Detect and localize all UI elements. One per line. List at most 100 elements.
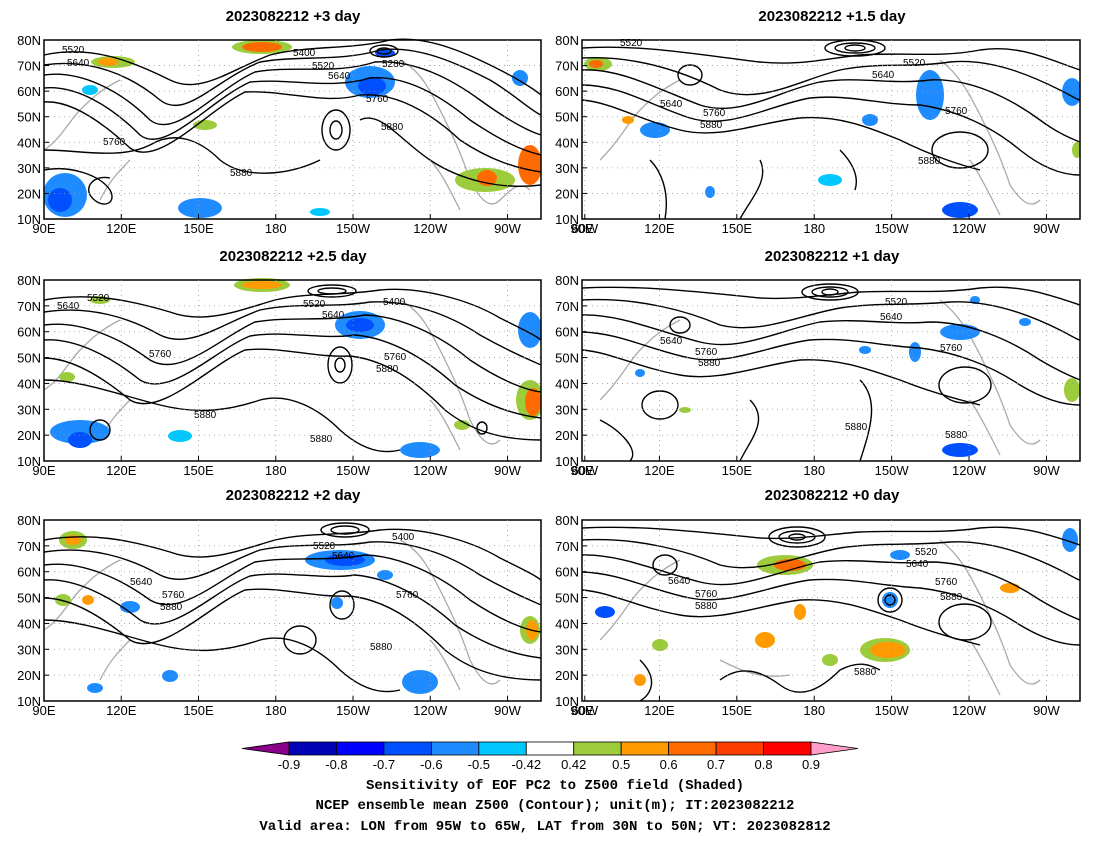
contour-label: 5640 (660, 336, 683, 347)
contour-label: 5400 (392, 532, 415, 543)
colorbar-swatch (620, 741, 670, 756)
colorbar-label: 0.9 (802, 757, 820, 772)
lon-tick-label: 120W (413, 463, 448, 478)
colorbar-label: -0.9 (278, 757, 300, 772)
lon-tick-label: 120W (413, 703, 448, 718)
lat-tick-label: 70N (555, 59, 579, 74)
lat-tick-label: 60N (555, 565, 579, 580)
colorbar-label: -0.8 (325, 757, 347, 772)
panel-plus1-5-day: 2023082212 +1.5 day (581, 8, 1081, 220)
contour-label: 5760 (162, 590, 185, 601)
lon-tick-label: 120W (952, 221, 987, 236)
contour-label: 5880 (854, 667, 877, 678)
contour-label: 5760 (935, 577, 958, 588)
colorbar-label: -0.7 (373, 757, 395, 772)
panel-title: 2023082212 +1 day (765, 248, 900, 265)
lat-tick-label: 50N (17, 110, 41, 125)
contour-label: 5760 (695, 347, 718, 358)
lon-tick-label: 120E (106, 703, 137, 718)
contour-label: 5400 (293, 48, 316, 59)
lat-tick-label: 50N (17, 351, 41, 366)
contour-label: 5640 (328, 71, 351, 82)
caption-line-3: Valid area: LON from 95W to 65W, LAT fro… (259, 819, 830, 835)
contour-label: 5880 (194, 410, 217, 421)
lon-tick-label: 150E (722, 463, 753, 478)
colorbar-swatch (763, 741, 812, 756)
contour-label: 5520 (87, 293, 110, 304)
lat-tick-label: 80N (555, 33, 579, 48)
lat-tick-label: 30N (17, 161, 41, 176)
lon-tick-label: 90W (1033, 703, 1060, 718)
lat-tick-label: 10N (555, 212, 579, 227)
contour-label: 5520 (620, 38, 643, 49)
contour-label: 5520 (62, 45, 85, 56)
panel-plus0-day: 2023082212 +0 day (581, 487, 1081, 702)
contour-label: 5520 (312, 61, 335, 72)
lon-tick-label: 90W (494, 221, 521, 236)
lon-tick-label: 180 (803, 703, 825, 718)
lat-tick-label: 10N (17, 454, 41, 469)
lat-tick-label: 30N (17, 642, 41, 657)
lat-tick-label: 40N (555, 376, 579, 391)
lon-tick-label: 180 (803, 221, 825, 236)
contour-label: 5880 (370, 642, 393, 653)
lat-tick-label: 20N (17, 186, 41, 201)
lon-tick-label: 90E (32, 221, 55, 236)
lat-tick-label: 60N (555, 325, 579, 340)
lat-tick-label: 50N (555, 351, 579, 366)
lon-tick-label: 120W (952, 703, 987, 718)
lon-tick-label: 120W (413, 221, 448, 236)
lon-tick-label: 150E (183, 221, 214, 236)
lon-tick-label: 90E (570, 703, 593, 718)
panel-plus2-day: 2023082212 +2 day (43, 487, 542, 702)
contour-label: 5640 (57, 301, 80, 312)
colorbar-label: -0.6 (420, 757, 442, 772)
lat-tick-label: 60N (17, 565, 41, 580)
contour-label: 5760 (695, 589, 718, 600)
lon-tick-label: 150E (183, 463, 214, 478)
contour-label: 5640 (67, 58, 90, 69)
lon-tick-label: 120W (952, 463, 987, 478)
lon-tick-label: 150W (336, 463, 371, 478)
lat-tick-label: 40N (17, 135, 41, 150)
contour-label: 5880 (698, 358, 721, 369)
colorbar-swatch (383, 741, 432, 756)
contour-label: 5640 (880, 312, 903, 323)
contour-label: 5760 (149, 349, 172, 360)
map-frame (581, 279, 1081, 462)
colorbar-label: 0.7 (707, 757, 725, 772)
panel-title: 2023082212 +2.5 day (219, 248, 367, 265)
contour-label: 5520 (313, 541, 336, 552)
lon-tick-label: 150W (336, 221, 371, 236)
lon-tick-label: 120E (644, 463, 675, 478)
contour-label: 5640 (332, 551, 355, 562)
lat-tick-label: 70N (17, 299, 41, 314)
lon-tick-label: 150W (875, 221, 910, 236)
contour-label: 5880 (230, 168, 253, 179)
lon-tick-label: 120E (644, 703, 675, 718)
contour-label: 5760 (366, 94, 389, 105)
lat-tick-label: 40N (555, 135, 579, 150)
lon-tick-label: 180 (265, 221, 287, 236)
map-frame (43, 39, 542, 220)
lat-tick-label: 10N (555, 694, 579, 709)
colorbar: -0.9 -0.8 -0.7 -0.6 -0.5 -0.42 0.42 0.5 0.6 0.7 0.… (241, 741, 859, 772)
colorbar-label: 0.42 (561, 757, 586, 772)
contour-label: 5760 (396, 590, 419, 601)
lat-tick-label: 30N (555, 402, 579, 417)
lon-tick-label: 90W (1033, 463, 1060, 478)
panel-plus3-day: 2023082212 +3 day (43, 8, 542, 220)
panel-plus1-day: 2023082212 +1 day (581, 248, 1081, 462)
contour-label: 5880 (381, 122, 404, 133)
lat-tick-label: 20N (555, 668, 579, 683)
colorbar-label: -0.5 (468, 757, 490, 772)
contour-label: 5880 (700, 120, 723, 131)
map-frame (43, 519, 542, 702)
lat-tick-label: 40N (17, 376, 41, 391)
panel-plus2-5-day: 2023082212 +2.5 day (43, 248, 542, 462)
lat-tick-label: 40N (17, 616, 41, 631)
lon-tick-label: 90E (570, 221, 593, 236)
lat-tick-label: 80N (17, 513, 41, 528)
lon-tick-label: 90E (32, 703, 55, 718)
